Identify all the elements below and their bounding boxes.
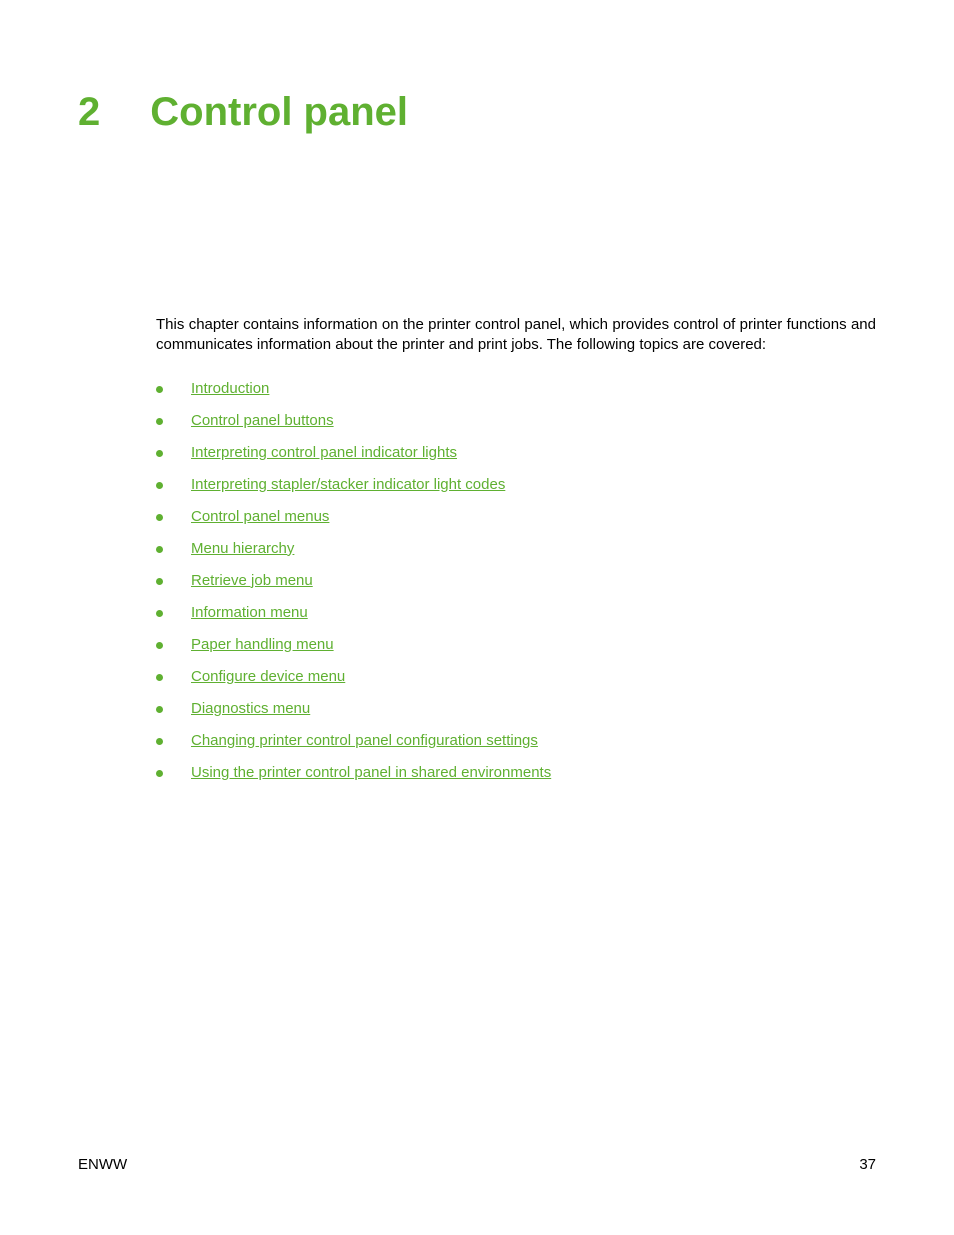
list-item: Interpreting control panel indicator lig… bbox=[156, 444, 876, 461]
list-item: Interpreting stapler/stacker indicator l… bbox=[156, 476, 876, 493]
bullet-icon bbox=[156, 642, 163, 649]
topic-link[interactable]: Configure device menu bbox=[191, 668, 345, 685]
footer-left: ENWW bbox=[78, 1156, 127, 1173]
topic-link[interactable]: Paper handling menu bbox=[191, 636, 334, 653]
bullet-icon bbox=[156, 386, 163, 393]
list-item: Retrieve job menu bbox=[156, 572, 876, 589]
list-item: Control panel menus bbox=[156, 508, 876, 525]
topic-link[interactable]: Changing printer control panel configura… bbox=[191, 732, 538, 749]
topic-link[interactable]: Information menu bbox=[191, 604, 308, 621]
bullet-icon bbox=[156, 738, 163, 745]
bullet-icon bbox=[156, 418, 163, 425]
page-number: 37 bbox=[859, 1156, 876, 1173]
bullet-icon bbox=[156, 482, 163, 489]
list-item: Menu hierarchy bbox=[156, 540, 876, 557]
bullet-icon bbox=[156, 450, 163, 457]
list-item: Using the printer control panel in share… bbox=[156, 764, 876, 781]
list-item: Configure device menu bbox=[156, 668, 876, 685]
list-item: Introduction bbox=[156, 380, 876, 397]
topic-link[interactable]: Control panel menus bbox=[191, 508, 329, 525]
chapter-header: 2 Control panel bbox=[78, 90, 876, 135]
page-footer: ENWW 37 bbox=[78, 1156, 876, 1173]
chapter-number: 2 bbox=[78, 90, 100, 135]
list-item: Control panel buttons bbox=[156, 412, 876, 429]
topic-link[interactable]: Menu hierarchy bbox=[191, 540, 294, 557]
topic-link[interactable]: Interpreting stapler/stacker indicator l… bbox=[191, 476, 505, 493]
topic-link[interactable]: Interpreting control panel indicator lig… bbox=[191, 444, 457, 461]
topic-link[interactable]: Retrieve job menu bbox=[191, 572, 313, 589]
bullet-icon bbox=[156, 674, 163, 681]
topic-link[interactable]: Introduction bbox=[191, 380, 269, 397]
topic-link[interactable]: Using the printer control panel in share… bbox=[191, 764, 551, 781]
chapter-title: Control panel bbox=[150, 90, 408, 135]
bullet-icon bbox=[156, 514, 163, 521]
topic-link[interactable]: Control panel buttons bbox=[191, 412, 334, 429]
bullet-icon bbox=[156, 706, 163, 713]
bullet-icon bbox=[156, 546, 163, 553]
list-item: Changing printer control panel configura… bbox=[156, 732, 876, 749]
intro-paragraph: This chapter contains information on the… bbox=[156, 315, 876, 356]
topic-list: Introduction Control panel buttons Inter… bbox=[156, 380, 876, 781]
bullet-icon bbox=[156, 770, 163, 777]
bullet-icon bbox=[156, 578, 163, 585]
list-item: Diagnostics menu bbox=[156, 700, 876, 717]
topic-link[interactable]: Diagnostics menu bbox=[191, 700, 310, 717]
bullet-icon bbox=[156, 610, 163, 617]
list-item: Information menu bbox=[156, 604, 876, 621]
list-item: Paper handling menu bbox=[156, 636, 876, 653]
